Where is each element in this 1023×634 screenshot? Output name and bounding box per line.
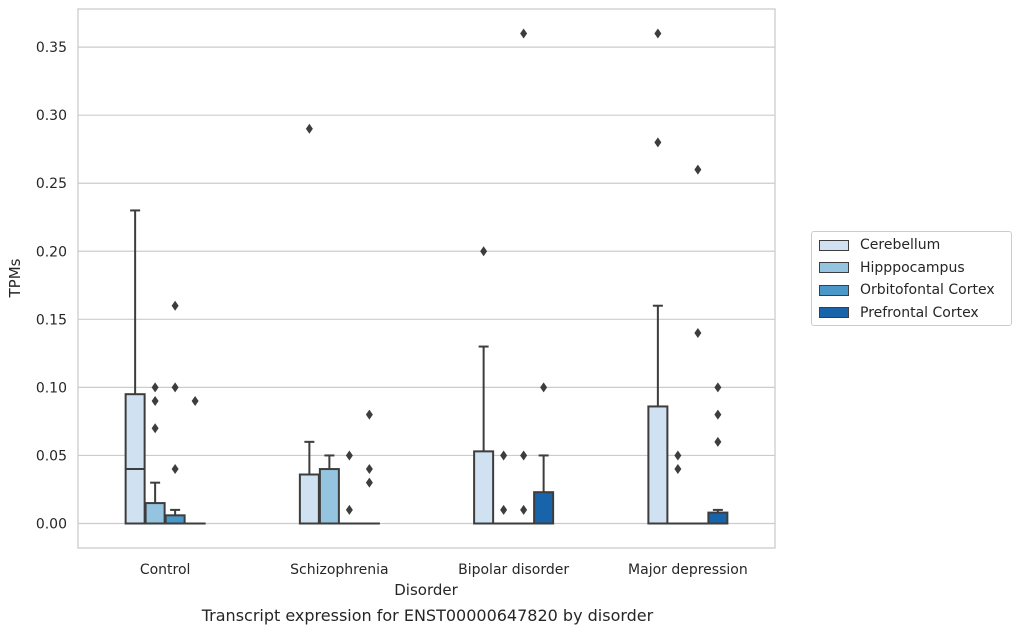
outlier-point [674, 450, 682, 461]
outlier-point [365, 409, 373, 420]
legend-label: Orbitofontal Cortex [860, 282, 995, 298]
box-0-1 [298, 123, 320, 525]
outlier-point [674, 464, 682, 475]
x-tick-label: Control [140, 562, 191, 578]
box-2-2 [513, 28, 535, 525]
y-tick-label: 0.00 [36, 517, 67, 533]
outlier-point [151, 396, 159, 406]
legend-item: Cerebellum [819, 236, 940, 254]
y-tick-labels: 0.00 0.05 0.10 0.15 0.20 0.25 0.30 0.35 [36, 40, 67, 532]
outlier-point [520, 28, 528, 39]
box-0-3 [647, 28, 669, 525]
outlier-point [345, 450, 353, 461]
outlier-point [480, 246, 488, 257]
box-0-0 [124, 209, 146, 525]
box-1-2 [493, 450, 515, 525]
outlier-point [305, 123, 313, 134]
outlier-point [171, 300, 179, 311]
box-0-2 [473, 246, 495, 525]
box-body [647, 405, 669, 525]
box-3-1 [358, 409, 380, 525]
gridlines [78, 46, 775, 525]
y-tick-label: 0.20 [36, 244, 67, 260]
outlier-point [191, 396, 199, 406]
box-2-1 [338, 450, 360, 525]
box-body [318, 468, 340, 525]
y-axis-title: TPMs [6, 258, 24, 298]
box-body [164, 514, 186, 525]
x-tick-label: Schizophrenia [290, 562, 388, 578]
outlier-point [714, 436, 722, 447]
outlier-point [365, 477, 373, 488]
box-1-3 [667, 450, 689, 525]
x-tick-label: Major depression [628, 562, 748, 578]
outlier-point [500, 504, 508, 515]
legend-item: Orbitofontal Cortex [819, 281, 995, 299]
outlier-point [151, 382, 159, 393]
legend-item: Hipppocampus [819, 259, 965, 277]
legend-label: Cerebellum [860, 237, 941, 253]
box-body [144, 502, 166, 525]
outlier-point [151, 423, 159, 434]
x-tick-labels: Control Schizophrenia Bipolar disorder Majo… [140, 562, 748, 578]
figure-caption: Transcript expression for ENST0000064782… [201, 606, 654, 625]
y-tick-label: 0.10 [36, 380, 67, 396]
box-body [124, 393, 146, 525]
y-tick-label: 0.05 [36, 448, 67, 464]
box-body [707, 511, 729, 525]
outlier-point [500, 450, 508, 461]
box-body [298, 473, 320, 525]
outlier-point [171, 464, 179, 475]
outlier-point [714, 382, 722, 393]
outlier-point [345, 504, 353, 515]
legend: Cerebellum Hipppocampus Orbitofontal Corte… [811, 231, 1012, 326]
outlier-point [171, 382, 179, 393]
legend-label: Prefrontal Cortex [860, 304, 979, 321]
x-tick-label: Bipolar disorder [458, 562, 569, 578]
box-2-3 [687, 164, 709, 525]
box-2-0 [164, 300, 186, 525]
legend-swatch [819, 239, 849, 251]
outlier-point [714, 409, 722, 420]
box-1-0 [144, 382, 166, 525]
y-tick-label: 0.30 [36, 108, 67, 124]
legend-item: Prefrontal Cortex [819, 304, 979, 322]
outlier-point [520, 450, 528, 461]
box-3-2 [533, 382, 555, 525]
legend-swatch [819, 284, 849, 296]
boxes [124, 28, 729, 525]
outlier-point [520, 504, 528, 515]
outlier-point [540, 382, 548, 393]
y-tick-label: 0.15 [36, 312, 67, 328]
outlier-point [654, 137, 662, 148]
box-body [473, 450, 495, 525]
legend-label: Hipppocampus [860, 259, 965, 276]
outlier-point [365, 464, 373, 475]
y-tick-label: 0.25 [36, 176, 67, 192]
outlier-point [654, 28, 662, 39]
legend-swatch [819, 307, 849, 318]
outlier-point [694, 327, 702, 338]
legend-swatch [819, 262, 849, 273]
box-1-1 [318, 454, 340, 525]
box-3-0 [184, 396, 206, 525]
y-tick-label: 0.35 [36, 40, 67, 56]
box-3-3 [707, 382, 729, 525]
outlier-point [694, 164, 702, 175]
x-axis-title: Disorder [394, 581, 458, 599]
plot-frame [77, 8, 776, 549]
box-body [533, 491, 555, 525]
